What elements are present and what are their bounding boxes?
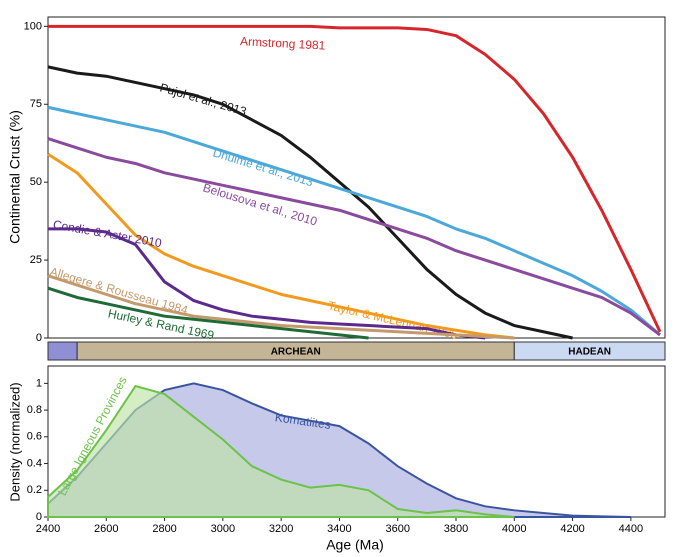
line	[47, 105, 661, 337]
eon-bar	[47, 341, 78, 361]
series-label: Belousova et al., 2010	[201, 181, 319, 229]
y-tick-label: 0.8	[27, 404, 42, 416]
line	[47, 274, 515, 340]
y-tick-label: 75	[30, 98, 42, 110]
x-tick-label: 4000	[502, 523, 526, 535]
x-tick-label: 3400	[327, 523, 351, 535]
y-axis-label: Density (normalized)	[7, 382, 22, 501]
x-tick-label: 3000	[211, 523, 235, 535]
y-tick-label: 100	[24, 20, 42, 32]
x-tick-label: 2800	[152, 523, 176, 535]
line	[47, 286, 369, 340]
y-tick-label: 0.2	[27, 484, 42, 496]
x-tick-label: 3200	[269, 523, 293, 535]
x-tick-label: 4200	[560, 523, 584, 535]
x-tick-label: 2400	[36, 523, 60, 535]
series-label: Pujol et al., 2013	[158, 80, 248, 118]
eon-label: ARCHEAN	[271, 347, 321, 358]
series-label: Hurley & Rand 1969	[107, 306, 216, 342]
y-axis-label: Continental Crust (%)	[7, 110, 23, 244]
series-label: Condie & Aster 2010	[52, 217, 163, 250]
y-tick-label: 0.6	[27, 431, 42, 443]
line	[48, 227, 486, 340]
x-axis-label: Age (Ma)	[326, 537, 384, 553]
x-tick-label: 3600	[385, 523, 409, 535]
x-tick-label: 2600	[94, 523, 118, 535]
y-tick-label: 0.4	[27, 457, 42, 469]
eon-label: HADEAN	[568, 347, 611, 358]
y-tick-label: 0	[36, 332, 42, 344]
x-tick-label: 3800	[444, 523, 468, 535]
y-tick-label: 0	[36, 511, 42, 523]
eon-bar	[513, 341, 666, 361]
area	[47, 384, 515, 518]
series-label: Armstrong 1981	[240, 34, 326, 52]
line	[47, 137, 661, 337]
series-label: Dhuime et al., 2013	[211, 146, 315, 190]
y-tick-label: 25	[30, 254, 42, 266]
y-tick-label: 50	[30, 176, 42, 188]
y-tick-label: 1	[36, 377, 42, 389]
x-tick-label: 4400	[619, 523, 643, 535]
line	[48, 24, 662, 333]
line	[47, 152, 515, 340]
line	[47, 65, 573, 340]
